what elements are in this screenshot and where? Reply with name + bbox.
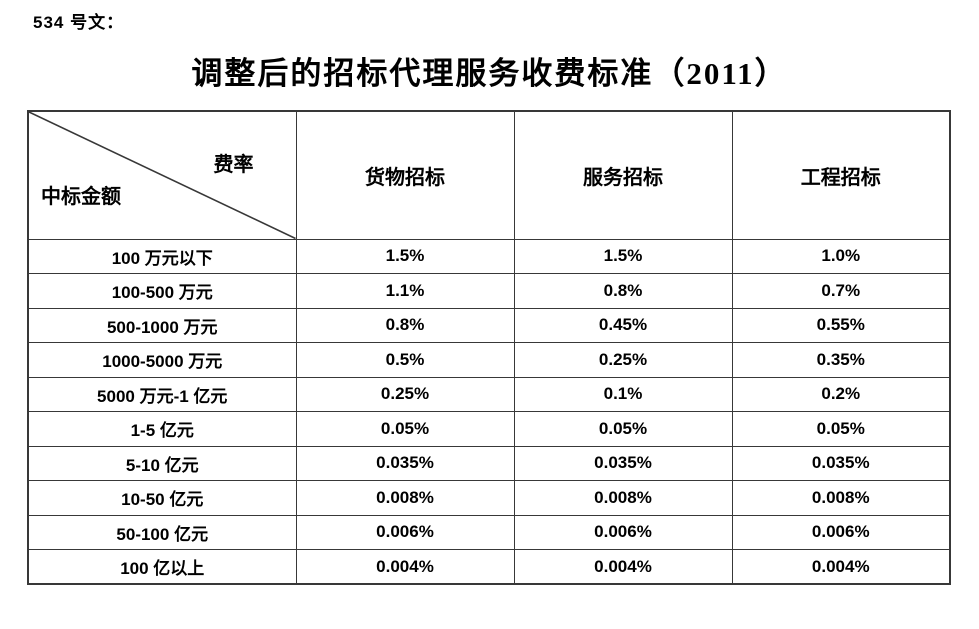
fee-cell: 0.7% [731,273,951,309]
fee-cell: 0.8% [295,307,515,343]
fee-cell: 0.45% [513,307,733,343]
column-header-engineering: 工程招标 [731,110,951,240]
fee-cell: 1.5% [513,238,733,274]
fee-cell: 0.004% [731,549,951,585]
fee-cell: 0.035% [513,445,733,481]
corner-header-cell: 费率 中标金额 [27,110,297,240]
fee-cell: 0.05% [731,411,951,447]
table-row: 5000 万元-1 亿元 0.25% 0.1% 0.2% [27,376,951,412]
fee-cell: 0.05% [513,411,733,447]
table-row: 100-500 万元 1.1% 0.8% 0.7% [27,273,951,309]
column-header-goods: 货物招标 [295,110,515,240]
fee-table: 费率 中标金额 货物招标 服务招标 工程招标 100 万元以下 1.5% 1.5… [27,110,951,585]
table-row: 100 万元以下 1.5% 1.5% 1.0% [27,238,951,274]
fee-cell: 0.25% [295,376,515,412]
table-row: 100 亿以上 0.004% 0.004% 0.004% [27,549,951,585]
diagonal-divider-line [29,112,296,239]
fee-cell: 0.004% [295,549,515,585]
fee-cell: 0.006% [731,514,951,550]
fee-cell: 1.1% [295,273,515,309]
row-label: 100 亿以上 [27,549,297,585]
corner-label-amount: 中标金额 [41,185,121,208]
fee-cell: 0.008% [513,480,733,516]
fee-cell: 0.35% [731,342,951,378]
row-label: 1-5 亿元 [27,411,297,447]
fee-cell: 0.05% [295,411,515,447]
fee-cell: 0.006% [513,514,733,550]
fee-cell: 0.035% [295,445,515,481]
table-row: 1-5 亿元 0.05% 0.05% 0.05% [27,411,951,447]
fee-cell: 1.5% [295,238,515,274]
fee-cell: 0.2% [731,376,951,412]
fee-cell: 0.25% [513,342,733,378]
row-label: 5000 万元-1 亿元 [27,376,297,412]
table-row: 500-1000 万元 0.8% 0.45% 0.55% [27,307,951,343]
row-label: 100-500 万元 [27,273,297,309]
fee-cell: 0.035% [731,445,951,481]
table-row: 10-50 亿元 0.008% 0.008% 0.008% [27,480,951,516]
fee-cell: 0.008% [295,480,515,516]
fee-cell: 0.008% [731,480,951,516]
fee-cell: 0.004% [513,549,733,585]
table-row: 1000-5000 万元 0.5% 0.25% 0.35% [27,342,951,378]
page-title: 调整后的招标代理服务收费标准（2011） [191,56,788,91]
column-header-services: 服务招标 [513,110,733,240]
table-row: 5-10 亿元 0.035% 0.035% 0.035% [27,445,951,481]
doc-number-label: 534 号文： [33,13,125,32]
fee-cell: 0.8% [513,273,733,309]
row-label: 1000-5000 万元 [27,342,297,378]
fee-cell: 0.5% [295,342,515,378]
table-header-row: 费率 中标金额 货物招标 服务招标 工程招标 [27,110,951,240]
fee-cell: 0.1% [513,376,733,412]
fee-table-body: 100 万元以下 1.5% 1.5% 1.0% 100-500 万元 1.1% … [27,238,951,585]
fee-cell: 0.55% [731,307,951,343]
fee-cell: 0.006% [295,514,515,550]
row-label: 100 万元以下 [27,238,297,274]
fee-cell: 1.0% [731,238,951,274]
table-row: 50-100 亿元 0.006% 0.006% 0.006% [27,514,951,550]
row-label: 5-10 亿元 [27,445,297,481]
corner-label-rate: 费率 [213,154,254,176]
row-label: 10-50 亿元 [27,480,297,516]
row-label: 500-1000 万元 [27,307,297,343]
row-label: 50-100 亿元 [27,514,297,550]
